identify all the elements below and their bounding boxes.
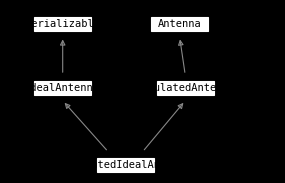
FancyBboxPatch shape — [97, 158, 154, 172]
Text: IdealAntenna: IdealAntenna — [25, 83, 100, 93]
FancyBboxPatch shape — [34, 81, 91, 95]
FancyBboxPatch shape — [34, 17, 91, 31]
Text: Serializable: Serializable — [25, 19, 100, 29]
FancyBboxPatch shape — [157, 81, 214, 95]
Text: Antenna: Antenna — [158, 19, 201, 29]
Text: SimulatedAntenna: SimulatedAntenna — [135, 83, 235, 93]
FancyBboxPatch shape — [151, 17, 208, 31]
Text: SimulatedIdealAntenna: SimulatedIdealAntenna — [60, 160, 191, 170]
